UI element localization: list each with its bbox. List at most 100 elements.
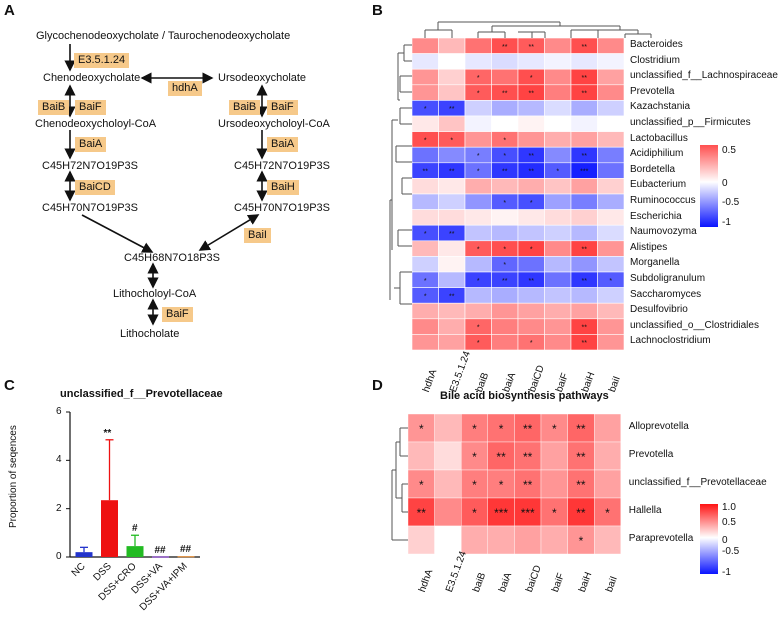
heatmap-d-cell bbox=[594, 469, 622, 499]
heatmap-b-significance: ** bbox=[502, 44, 508, 51]
heatmap-b-row-label: Kazachstania bbox=[630, 101, 691, 113]
heatmap-d-significance: ** bbox=[523, 478, 533, 492]
heatmap-b-significance: ** bbox=[502, 91, 508, 98]
heatmap-d-significance: ** bbox=[417, 506, 427, 520]
heatmap-d-cell bbox=[434, 469, 462, 499]
heatmap-d-cell bbox=[567, 413, 595, 443]
heatmap-d-cell bbox=[461, 525, 489, 555]
heatmap-b-significance: ** bbox=[582, 153, 588, 160]
heatmap-b-row-label: Saccharomyces bbox=[630, 288, 702, 300]
legend-b-tick-0: 0 bbox=[722, 178, 728, 189]
heatmap-d-cell bbox=[487, 525, 515, 555]
legend-b-tick-05: 0.5 bbox=[722, 145, 736, 156]
formula-c45h70-left: C45H70N7O19P3S bbox=[42, 202, 139, 214]
enzyme-baia-left: BaiA bbox=[75, 137, 107, 152]
heatmap-b-row-label: Bacteroides bbox=[630, 39, 683, 50]
heatmap-d-row-label: unclassified_f__Prevotellaceae bbox=[628, 477, 767, 488]
heatmap-d-cell bbox=[514, 469, 542, 499]
chart-c-ytick-label: 2 bbox=[56, 502, 62, 514]
heatmap-d-significance: * bbox=[472, 506, 477, 520]
heatmap-d-significance: ** bbox=[576, 478, 586, 492]
heatmap-d-cell bbox=[567, 469, 595, 499]
formula-c45h68: C45H68N7O18P3S bbox=[124, 252, 221, 264]
heatmap-d-cell bbox=[434, 413, 462, 443]
heatmap-d-cell bbox=[540, 441, 568, 471]
heatmap-b-significance: * bbox=[424, 293, 427, 300]
heatmap-b-significance: ** bbox=[582, 75, 588, 82]
heatmap-b-row-label: Clostridium bbox=[630, 54, 681, 66]
heatmap-b-significance: * bbox=[503, 153, 506, 160]
heatmap-b-significance: * bbox=[477, 169, 480, 176]
heatmap-b-row-label: Subdoligranulum bbox=[630, 273, 706, 284]
heatmap-b-significance: * bbox=[477, 325, 480, 332]
heatmap-d-cell bbox=[434, 525, 462, 555]
heatmap-d-cell bbox=[567, 441, 595, 471]
enzyme-baif-left: BaiF bbox=[75, 100, 106, 115]
heatmap-d-row-label: Alloprevotella bbox=[628, 421, 689, 432]
heatmap-d-cell bbox=[594, 441, 622, 471]
heatmap-d-cell bbox=[540, 525, 568, 555]
heatmap-b-significance: * bbox=[530, 75, 533, 82]
chart-c-bar bbox=[101, 500, 118, 557]
heatmap-d-significance: ** bbox=[523, 450, 533, 464]
heatmap-d-cell bbox=[567, 525, 595, 555]
heatmap-b-significance: * bbox=[477, 278, 480, 285]
formula-c45h72-left: C45H72N7O19P3S bbox=[42, 160, 139, 172]
heatmap-b-significance: * bbox=[530, 247, 533, 254]
legend-d-tick-neg05: -0.5 bbox=[722, 546, 740, 557]
heatmap-d-significance: * bbox=[472, 450, 477, 464]
heatmap-d-legend-bar bbox=[700, 504, 718, 574]
legend-d-tick-0: 0 bbox=[722, 535, 728, 546]
heatmap-d-significance: * bbox=[499, 422, 504, 436]
legend-d-tick-1: 1.0 bbox=[722, 502, 736, 513]
panel-label-b: B bbox=[372, 2, 383, 19]
heatmap-d-cell bbox=[594, 413, 622, 443]
heatmap-b-significance: ** bbox=[449, 293, 455, 300]
heatmap-b-significance: * bbox=[503, 247, 506, 254]
heatmap-d-title: Bile acid biosynthesis pathways bbox=[440, 390, 609, 402]
heatmap-b-row-label: Eubacterium bbox=[630, 179, 687, 191]
heatmap-b-significance: * bbox=[556, 169, 559, 176]
heatmap-b-significance: * bbox=[530, 340, 533, 347]
chart-c-annotation: ** bbox=[103, 427, 112, 439]
heatmap-d-cell bbox=[514, 441, 542, 471]
heatmap-b-significance: ** bbox=[529, 44, 535, 51]
heatmap-b-significance: ** bbox=[529, 278, 535, 285]
heatmap-d-significance: * bbox=[472, 478, 477, 492]
heatmap-b-row-label: Bordetella bbox=[630, 163, 676, 175]
heatmap-d-cell bbox=[540, 413, 568, 443]
enzyme-baii: BaiI bbox=[244, 228, 271, 243]
heatmap-b-significance: ** bbox=[582, 91, 588, 98]
heatmap-d-row-label: Paraprevotella bbox=[628, 533, 694, 544]
heatmap-b-significance: ** bbox=[449, 106, 455, 113]
heatmap-b-significance: * bbox=[477, 91, 480, 98]
heatmap-d-significance: * bbox=[419, 422, 424, 436]
heatmap-d-significance: * bbox=[552, 422, 557, 436]
heatmap-b-row-label: Morganella bbox=[630, 257, 680, 269]
heatmap-d-cell bbox=[514, 413, 542, 443]
heatmap-d-significance: * bbox=[472, 422, 477, 436]
chart-c-bar bbox=[126, 546, 144, 557]
heatmap-b-significance: ** bbox=[529, 169, 535, 176]
heatmap-b-significance: ** bbox=[502, 278, 508, 285]
heatmap-b-significance: ** bbox=[582, 247, 588, 254]
heatmap-b-row-label: Ruminococcus bbox=[630, 195, 696, 206]
heatmap-b-significance: * bbox=[424, 278, 427, 285]
heatmap-b-significance: * bbox=[477, 247, 480, 254]
legend-d-tick-neg1: -1 bbox=[722, 567, 731, 578]
heatmap-b-significance: * bbox=[503, 137, 506, 144]
chart-c-bar bbox=[75, 552, 93, 557]
heatmap-b-row-label: unclassified_p__Firmicutes bbox=[630, 117, 751, 128]
heatmap-b-significance: * bbox=[530, 200, 533, 207]
heatmap-d-significance: * bbox=[552, 506, 557, 520]
heatmap-d-significance: *** bbox=[521, 506, 535, 520]
heatmap-d-significance: * bbox=[499, 478, 504, 492]
chart-c-ytick-label: 6 bbox=[56, 406, 62, 417]
heatmap-b-significance: ** bbox=[582, 44, 588, 51]
heatmap-b-significance: ** bbox=[529, 153, 535, 160]
ursodeoxycholoyl-coa-label: Ursodeoxycholoyl-CoA bbox=[218, 118, 330, 130]
legend-b-tick-neg05: -0.5 bbox=[722, 197, 740, 208]
heatmap-b-significance: * bbox=[477, 153, 480, 160]
panel-label-a: A bbox=[4, 2, 15, 19]
